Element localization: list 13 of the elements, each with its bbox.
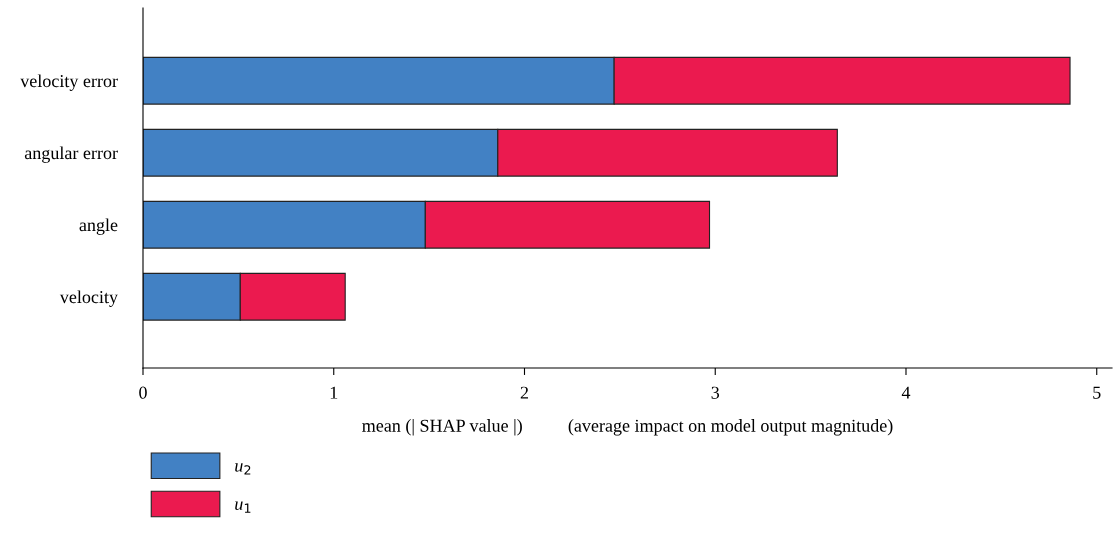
legend-label: u$_{1}$ [235,501,251,513]
x-tick-label: 5 [1093,386,1101,399]
y-tick-label: velocity error [20,74,118,91]
x-tick-label: 4 [901,386,911,399]
y-tick-label: angle [79,218,118,235]
y-tick-label: velocity [59,290,118,307]
x-tick-label: 0 [139,386,147,399]
x-tick-label: 3 [711,386,720,399]
x-tick-label: 2 [520,386,529,399]
x-axis-title: mean (| SHAP value |) (average impact on model output magnitude) [362,419,893,436]
legend-label: u$_{2}$ [235,463,251,475]
x-tick-label: 1 [330,386,338,399]
y-tick-label: angular error [24,146,118,163]
